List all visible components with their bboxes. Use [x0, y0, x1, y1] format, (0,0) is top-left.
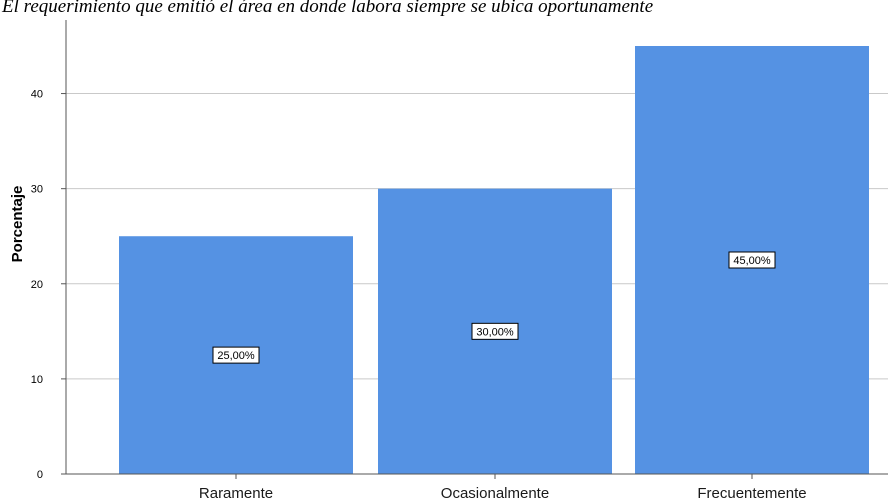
data-label-text: 45,00%	[733, 255, 771, 267]
axes: 0 10 20 30 40 Raramente Ocasionalmente Frecuent…	[31, 20, 888, 502]
x-tick-label: Frecuentemente	[697, 485, 806, 502]
y-tick-label: 40	[31, 89, 43, 101]
data-label: 25,00%	[212, 346, 260, 364]
data-label: 45,00%	[728, 251, 776, 269]
y-tick-label: 0	[37, 469, 43, 481]
x-tick-label: Ocasionalmente	[441, 485, 549, 502]
chart-title: El requerimiento que emitió el área en d…	[2, 0, 654, 17]
data-label-text: 25,00%	[217, 350, 255, 362]
x-tick-label: Raramente	[199, 485, 273, 502]
y-tick-label: 30	[31, 184, 43, 196]
y-tick-label: 20	[31, 279, 43, 291]
data-label-text: 30,00%	[476, 326, 514, 338]
y-tick-label: 10	[31, 374, 43, 386]
data-label-box	[728, 251, 776, 269]
data-label-box	[471, 322, 519, 340]
data-label-box	[212, 346, 260, 364]
data-label: 30,00%	[471, 322, 519, 340]
y-axis-label: Porcentaje	[9, 186, 26, 263]
data-labels: 25,00% 30,00% 45,00%	[212, 251, 776, 364]
